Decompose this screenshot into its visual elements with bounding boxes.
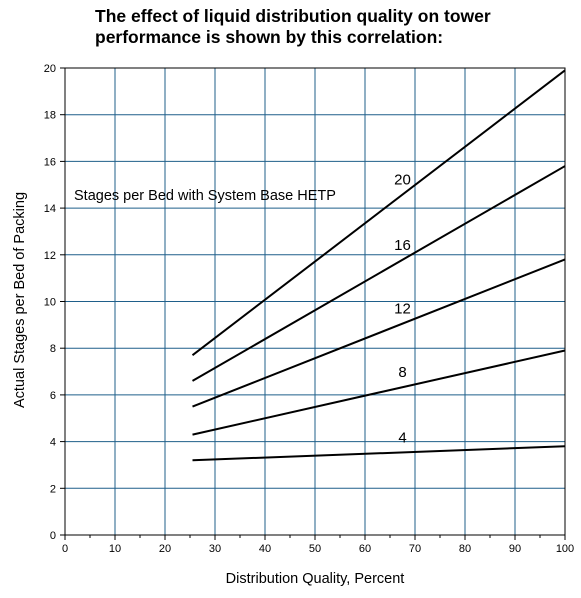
y-tick-label: 8	[50, 343, 56, 355]
x-tick-label: 20	[159, 543, 171, 555]
series-label: 20	[394, 172, 411, 189]
y-tick-label: 2	[50, 483, 56, 495]
x-tick-label: 80	[459, 543, 471, 555]
y-tick-label: 20	[44, 63, 56, 75]
series-label: 12	[394, 301, 411, 318]
y-tick-label: 0	[50, 530, 56, 542]
y-tick-label: 16	[44, 156, 56, 168]
series-lines	[191, 69, 566, 462]
y-tick-label: 10	[44, 297, 56, 309]
x-tick-label: 100	[556, 543, 574, 555]
grid	[65, 68, 565, 535]
series-label: 8	[398, 364, 406, 381]
x-tick-label: 40	[259, 543, 271, 555]
y-tick-label: 12	[44, 250, 56, 262]
curve-labels: 20 16 12 8 4	[394, 172, 411, 447]
series-line	[192, 165, 566, 382]
x-tick-label: 90	[509, 543, 521, 555]
series-line	[192, 445, 566, 462]
chart-title: The effect of liquid distribution qualit…	[95, 6, 491, 47]
x-tick-label: 0	[62, 543, 68, 555]
x-tick-label: 60	[359, 543, 371, 555]
x-tick-label: 10	[109, 543, 121, 555]
series-line	[192, 258, 566, 408]
y-tick-label: 18	[44, 110, 56, 122]
y-tick-label: 4	[50, 437, 56, 449]
chart-annotation: Stages per Bed with System Base HETP	[74, 188, 336, 204]
series-line	[191, 69, 566, 356]
y-tick-label: 14	[44, 203, 56, 215]
x-ticks: 0 10 20 30 40 50 60 70 80 90 100	[62, 535, 574, 555]
y-ticks: 0 2 4 6 8 10 12 14 16 18 20	[44, 63, 65, 542]
x-axis-label: Distribution Quality, Percent	[226, 571, 405, 587]
x-tick-label: 30	[209, 543, 221, 555]
series-line	[192, 349, 566, 436]
y-tick-label: 6	[50, 390, 56, 402]
y-axis-label: Actual Stages per Bed of Packing	[12, 192, 28, 408]
x-tick-label: 70	[409, 543, 421, 555]
series-label: 16	[394, 237, 411, 254]
x-tick-label: 50	[309, 543, 321, 555]
series-label: 4	[398, 429, 406, 446]
